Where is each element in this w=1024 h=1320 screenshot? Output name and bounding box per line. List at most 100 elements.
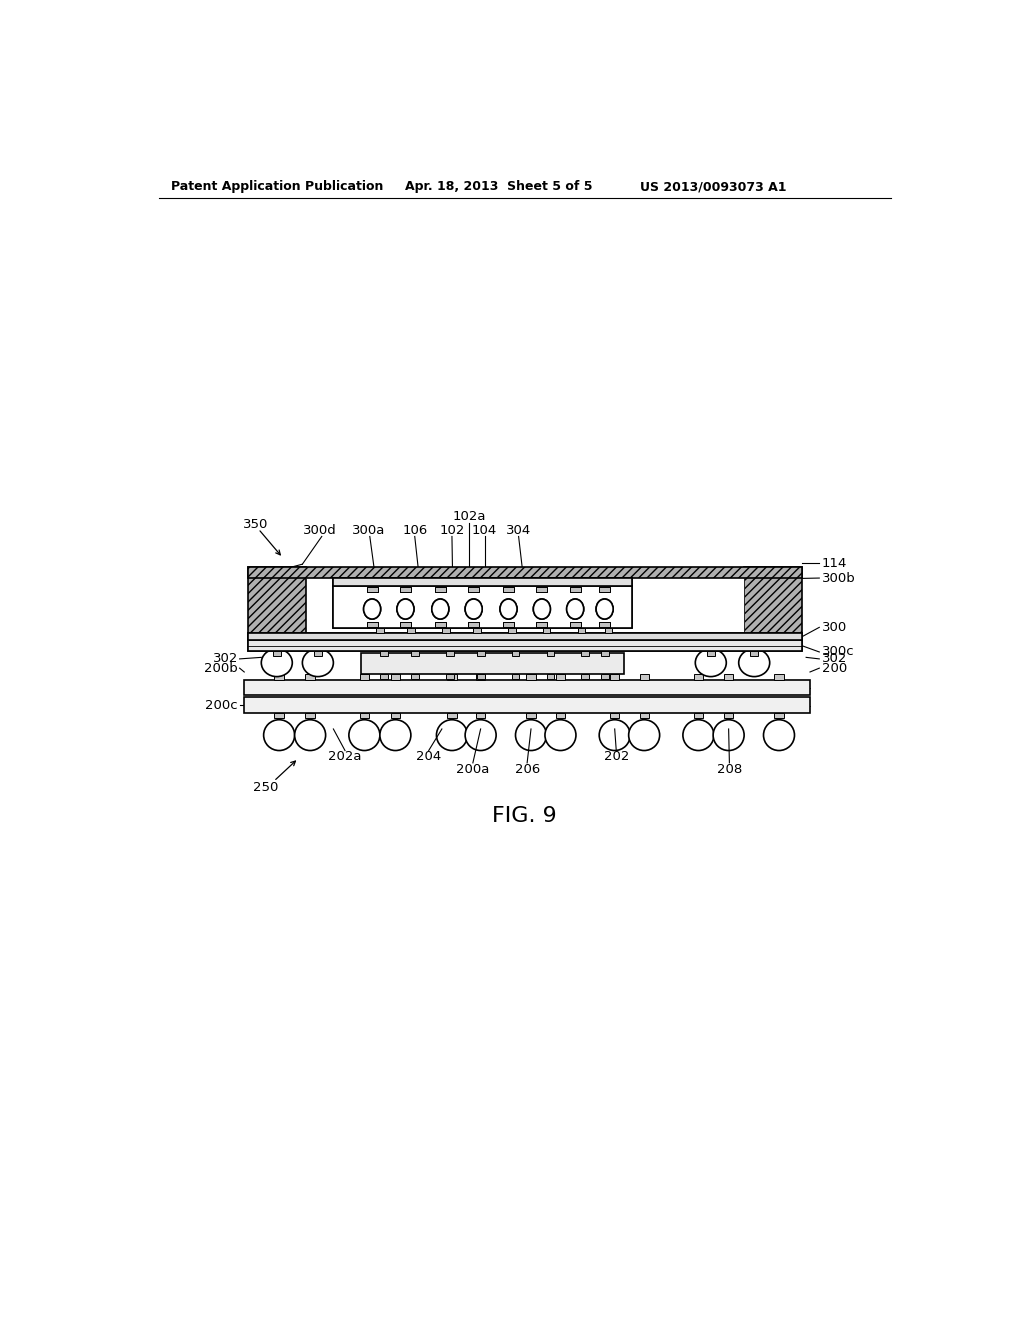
Bar — [537, 587, 547, 591]
Ellipse shape — [544, 635, 557, 648]
Ellipse shape — [465, 599, 482, 619]
Bar — [601, 675, 608, 678]
Bar — [503, 622, 514, 627]
Text: 302: 302 — [821, 652, 847, 665]
Bar — [360, 653, 624, 675]
Ellipse shape — [364, 599, 381, 619]
Text: 202a: 202a — [329, 750, 361, 763]
Bar — [477, 648, 484, 653]
Ellipse shape — [566, 599, 584, 619]
Text: 350: 350 — [243, 519, 268, 532]
Ellipse shape — [364, 599, 381, 619]
Bar — [380, 675, 388, 678]
Ellipse shape — [509, 635, 522, 648]
Text: 208: 208 — [717, 763, 742, 776]
Bar — [447, 713, 457, 718]
Text: Patent Application Publication: Patent Application Publication — [171, 181, 383, 194]
Bar — [411, 648, 419, 653]
Bar — [445, 675, 454, 678]
Bar — [569, 587, 581, 591]
Bar — [508, 628, 515, 632]
Bar — [547, 648, 554, 653]
Text: 106: 106 — [402, 524, 427, 537]
Bar — [359, 675, 369, 680]
Bar — [512, 651, 519, 656]
Ellipse shape — [432, 599, 449, 619]
Bar — [391, 713, 400, 718]
Ellipse shape — [598, 635, 611, 648]
Bar — [503, 622, 514, 627]
Ellipse shape — [596, 599, 613, 619]
Text: US 2013/0093073 A1: US 2013/0093073 A1 — [640, 181, 786, 194]
Bar — [367, 622, 378, 627]
Ellipse shape — [545, 719, 575, 751]
Ellipse shape — [764, 719, 795, 751]
Bar — [305, 675, 314, 680]
Bar — [744, 568, 802, 640]
Text: Apr. 18, 2013  Sheet 5 of 5: Apr. 18, 2013 Sheet 5 of 5 — [406, 181, 593, 194]
Ellipse shape — [397, 599, 414, 619]
Bar — [599, 622, 610, 627]
Bar — [306, 578, 744, 640]
Ellipse shape — [295, 719, 326, 751]
Bar — [245, 680, 810, 696]
Bar — [468, 587, 479, 591]
Bar — [359, 713, 369, 718]
Bar — [610, 713, 620, 718]
Text: 102: 102 — [439, 524, 465, 537]
Text: 300: 300 — [821, 620, 847, 634]
Bar — [526, 713, 536, 718]
Ellipse shape — [349, 719, 380, 751]
Text: 206: 206 — [514, 763, 540, 776]
Ellipse shape — [534, 599, 550, 619]
Bar — [582, 648, 589, 653]
Bar — [400, 622, 411, 627]
Bar — [442, 628, 450, 632]
Ellipse shape — [500, 599, 517, 619]
Ellipse shape — [599, 719, 630, 751]
Bar — [578, 628, 586, 632]
Bar — [334, 586, 632, 628]
Ellipse shape — [713, 719, 744, 751]
Bar — [248, 640, 802, 651]
Bar — [543, 628, 550, 632]
Bar — [476, 675, 485, 680]
Ellipse shape — [263, 719, 295, 751]
Bar — [569, 587, 581, 591]
Bar — [774, 675, 783, 680]
Bar — [445, 651, 454, 656]
Bar — [435, 587, 445, 591]
Bar — [380, 648, 388, 653]
Text: 250: 250 — [253, 781, 279, 795]
Text: 200b: 200b — [205, 661, 238, 675]
Bar — [707, 651, 715, 656]
Bar — [245, 697, 810, 713]
Text: 200a: 200a — [456, 763, 489, 776]
Bar — [774, 713, 783, 718]
Bar — [274, 675, 284, 680]
Text: 300a: 300a — [351, 524, 385, 537]
Bar — [445, 648, 454, 653]
Ellipse shape — [442, 635, 457, 648]
Ellipse shape — [738, 649, 770, 677]
Text: 300c: 300c — [821, 645, 854, 659]
Ellipse shape — [380, 719, 411, 751]
Bar — [407, 628, 415, 632]
Bar — [435, 587, 445, 591]
Ellipse shape — [261, 649, 292, 677]
Bar — [334, 586, 632, 628]
Text: 200: 200 — [821, 661, 847, 675]
Bar — [512, 675, 519, 678]
Ellipse shape — [432, 599, 449, 619]
Ellipse shape — [534, 599, 550, 619]
Bar — [248, 640, 802, 651]
Bar — [435, 622, 445, 627]
Bar — [400, 622, 411, 627]
Ellipse shape — [566, 599, 584, 619]
Bar — [751, 651, 758, 656]
Text: 300b: 300b — [821, 572, 855, 585]
Bar — [274, 713, 284, 718]
Text: 200c: 200c — [206, 698, 238, 711]
Ellipse shape — [579, 635, 592, 648]
Bar — [569, 622, 581, 627]
